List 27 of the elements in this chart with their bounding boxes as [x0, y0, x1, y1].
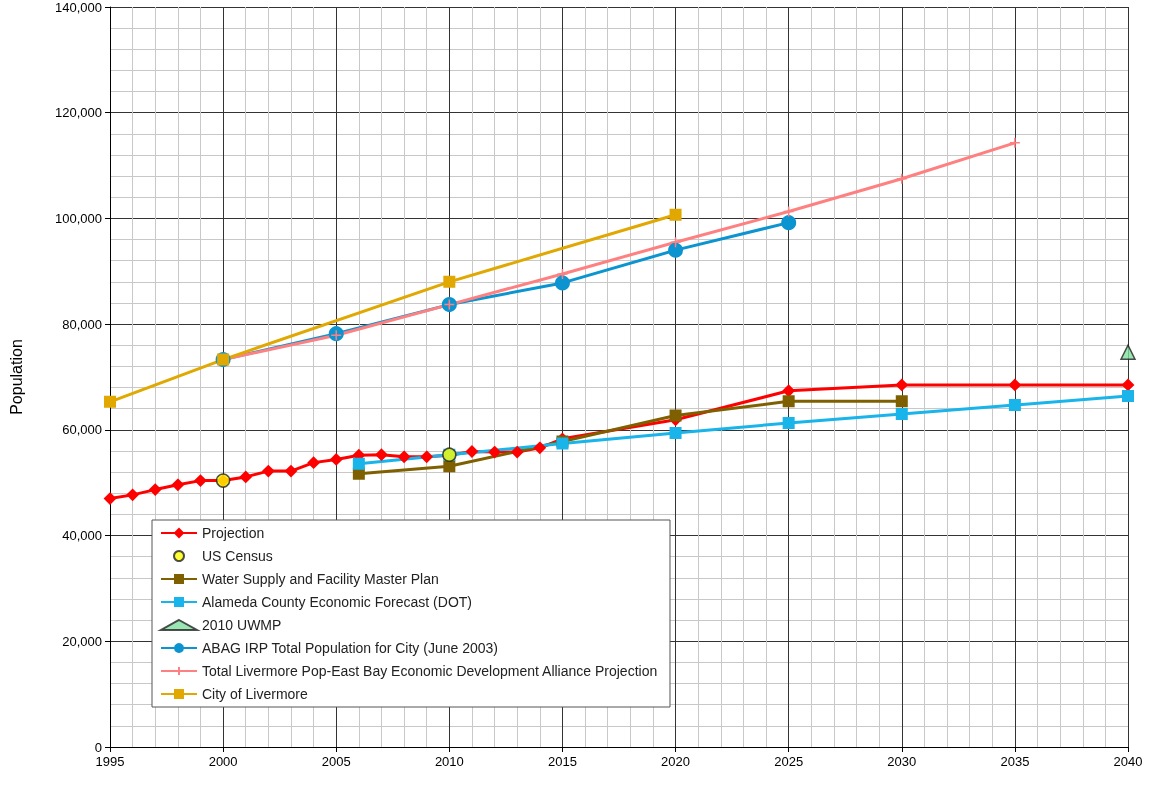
x-tick-label: 2005 [321, 754, 351, 769]
y-axis-title: Population [7, 339, 25, 415]
y-tick-label: 80,000 [62, 316, 102, 332]
y-tick-label: 120,000 [55, 105, 102, 121]
x-tick-label: 2000 [208, 754, 238, 769]
x-tick-label: 2010 [434, 754, 464, 769]
x-tick-label: 2015 [547, 754, 577, 769]
y-tick-label: 0 [94, 739, 102, 755]
legend-label: US Census [202, 548, 273, 564]
y-tick-label: 60,000 [62, 422, 102, 438]
x-tick-label: 2030 [887, 754, 917, 769]
x-tick-label: 2025 [774, 754, 804, 769]
legend-label: Total Livermore Pop-East Bay Economic Development Alliance Projection [202, 663, 658, 679]
legend-label: Alameda County Economic Forecast (DOT) [202, 594, 472, 610]
y-tick-label: 20,000 [62, 633, 102, 649]
y-tick-label: 100,000 [55, 210, 102, 226]
x-tick-label: 1995 [95, 754, 125, 769]
y-tick-label: 140,000 [55, 0, 102, 15]
legend-label: ABAG IRP Total Population for City (June 2003) [202, 640, 498, 656]
legend-label: Projection [202, 525, 265, 541]
x-tick-label: 2040 [1113, 754, 1143, 769]
legend-label: City of Livermore [202, 686, 309, 702]
x-tick-label: 2020 [661, 754, 691, 769]
y-tick-label: 40,000 [62, 528, 102, 544]
x-tick-label: 2035 [1000, 754, 1030, 769]
legend-label: 2010 UWMP [202, 617, 282, 633]
legend-label: Water Supply and Facility Master Plan [202, 571, 439, 587]
